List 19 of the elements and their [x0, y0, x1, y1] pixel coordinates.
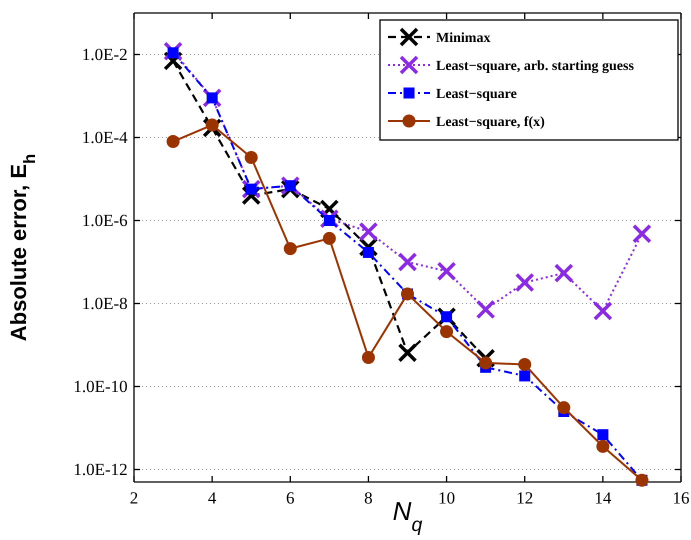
y-tick-label: 1.0E-2 [82, 44, 128, 64]
x-tick-label: 8 [364, 488, 373, 508]
legend-label: Least−square, arb. starting guess [436, 59, 634, 74]
x-tick-label: 10 [438, 488, 456, 508]
x-tick-label: 4 [208, 488, 217, 508]
legend-label: Least−square [436, 87, 517, 102]
y-tick-label: 1.0E-10 [73, 376, 128, 396]
x-tick-label: 12 [516, 488, 534, 508]
x-tick-label: 16 [672, 488, 690, 508]
y-tick-label: 1.0E-4 [82, 128, 128, 147]
y-tick-label: 1.0E-12 [73, 460, 128, 479]
y-tick-label: 1.0E-6 [82, 210, 128, 230]
legend-label: Least−square, f(x) [436, 115, 546, 130]
x-tick-label: 6 [286, 488, 295, 508]
x-axis-title: N$_{q}$ [392, 496, 422, 536]
x-tick-label: 14 [594, 488, 612, 508]
legend-label: Minimax [436, 31, 490, 46]
x-tick-label: 2 [130, 488, 138, 508]
y-tick-label: 1.0E-8 [82, 294, 128, 313]
